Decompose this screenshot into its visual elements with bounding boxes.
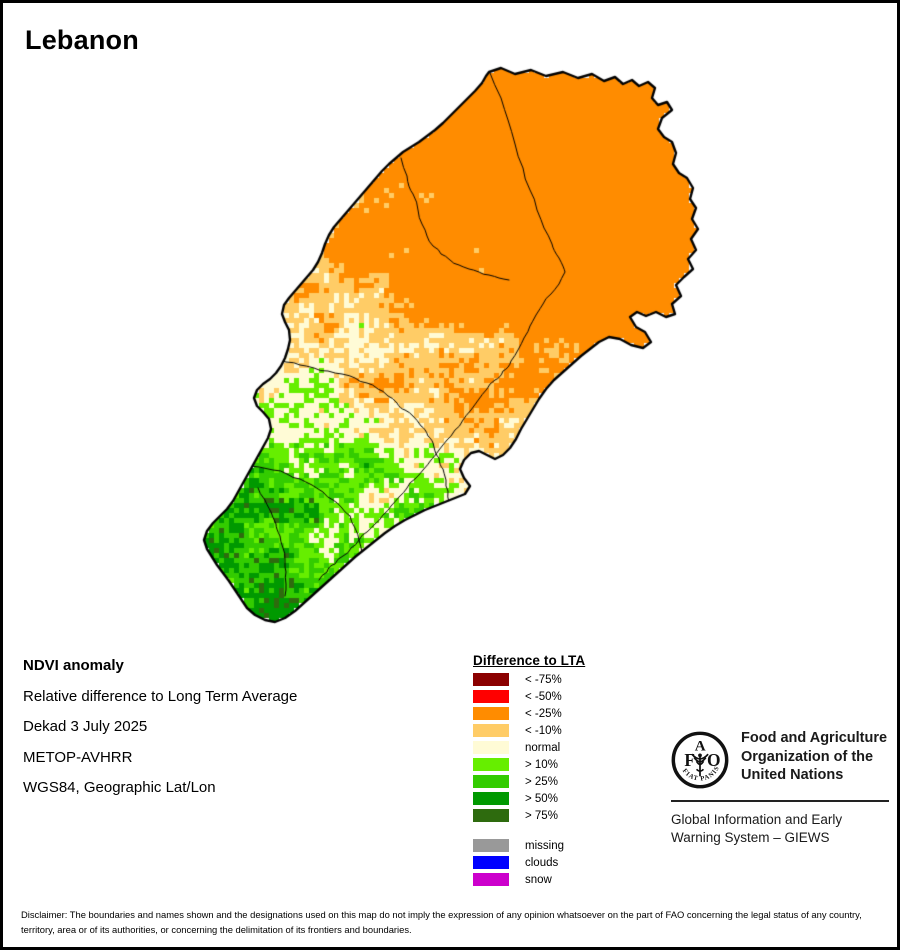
fao-org-line: United Nations (741, 767, 844, 784)
lebanon-ndvi-map[interactable] (3, 58, 897, 648)
legend-item: < -50% (473, 689, 653, 704)
map-area (3, 58, 897, 648)
fao-organization-name: Food and Agriculture Organization of the… (741, 729, 887, 785)
legend-item: > 10% (473, 757, 653, 772)
fao-logo-row: F A O FIAT PANIS Food and Agriculture (671, 729, 893, 789)
metadata-line: METOP-AVHRR (23, 748, 133, 766)
giews-line: Global Information and Early (671, 812, 843, 827)
legend-item: clouds (473, 855, 653, 870)
legend-label: missing (525, 839, 564, 852)
legend-swatch (473, 707, 509, 720)
fao-emblem-icon: F A O FIAT PANIS (671, 731, 729, 789)
legend-item: < -10% (473, 723, 653, 738)
legend-item: normal (473, 740, 653, 755)
legend-spacer (473, 825, 653, 838)
legend-label: < -75% (525, 673, 562, 686)
legend-swatch (473, 856, 509, 869)
legend-item: > 25% (473, 774, 653, 789)
legend-swatch (473, 809, 509, 822)
legend-label: normal (525, 741, 561, 754)
legend-label: > 75% (525, 809, 558, 822)
legend-label: < -25% (525, 707, 562, 720)
legend-swatch (473, 724, 509, 737)
svg-text:A: A (695, 739, 706, 755)
legend-label: > 25% (525, 775, 558, 788)
giews-line: Warning System – GIEWS (671, 829, 830, 845)
legend-swatch (473, 673, 509, 686)
legend-label: clouds (525, 856, 559, 869)
legend-label: > 50% (525, 792, 558, 805)
legend-item: snow (473, 872, 653, 887)
legend-swatch (473, 873, 509, 886)
legend-swatch (473, 758, 509, 771)
metadata-line: Relative difference to Long Term Average (23, 687, 298, 705)
legend-item: < -25% (473, 706, 653, 721)
legend-item: missing (473, 838, 653, 853)
giews-name: Global Information and Early Warning Sys… (671, 811, 893, 847)
legend-label: snow (525, 873, 552, 886)
map-metadata: NDVI anomaly Relative difference to Long… (23, 657, 443, 811)
metadata-line: WGS84, Geographic Lat/Lon (23, 779, 216, 796)
fao-branding: F A O FIAT PANIS Food and Agriculture (671, 729, 893, 847)
metadata-line: Dekad 3 July 2025 (23, 718, 148, 735)
legend-item: > 75% (473, 808, 653, 823)
legend-label: < -50% (525, 690, 562, 703)
svg-text:F: F (684, 750, 695, 770)
disclaimer-text: Disclaimer: The boundaries and names sho… (21, 909, 862, 935)
legend-swatch (473, 690, 509, 703)
legend-item: < -75% (473, 672, 653, 687)
page-title: Lebanon (25, 25, 139, 55)
metadata-line: NDVI anomaly (23, 657, 124, 674)
fao-org-line: Food and Agriculture (741, 730, 888, 746)
fao-divider (671, 800, 889, 802)
legend-label: > 10% (525, 758, 558, 771)
legend-title: Difference to LTA (473, 653, 586, 668)
fao-org-line: Organization of the (741, 748, 874, 765)
legend-item: > 50% (473, 791, 653, 806)
legend-swatch (473, 792, 509, 805)
legend-swatch (473, 775, 509, 788)
legend-label: < -10% (525, 724, 562, 737)
legend: Difference to LTA < -75% < -50% < -25% <… (473, 653, 653, 889)
legend-swatch (473, 839, 509, 852)
svg-text:O: O (707, 750, 721, 770)
legend-swatch (473, 741, 509, 754)
